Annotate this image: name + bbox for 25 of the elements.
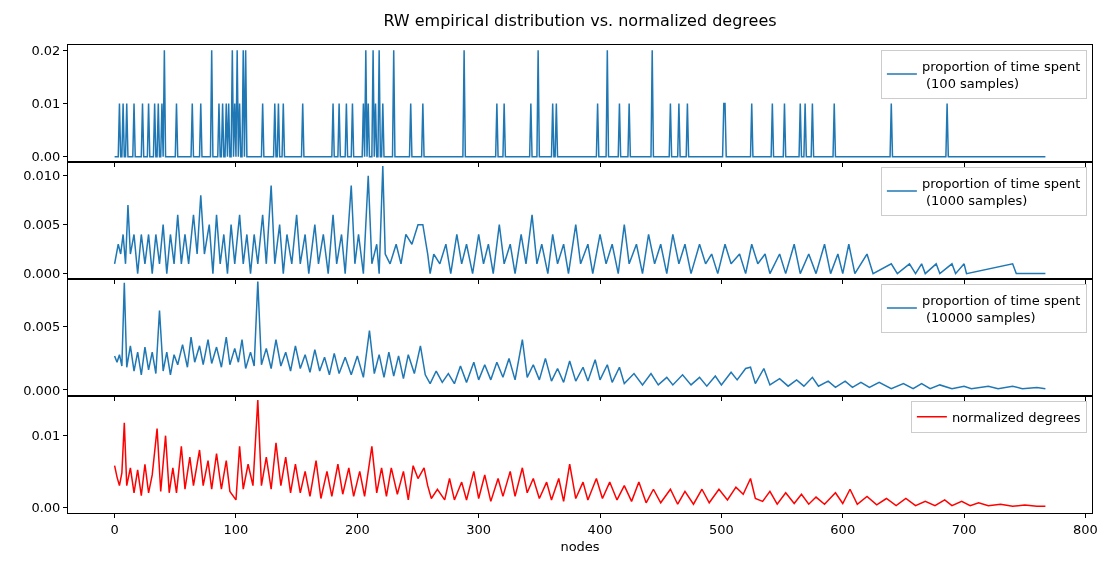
y-tick-label: 0.02 xyxy=(31,42,61,58)
legend-label: proportion of time spent (10000 samples) xyxy=(921,292,1081,325)
x-tick-label: 600 xyxy=(830,521,856,537)
y-tick-label: 0.00 xyxy=(31,149,61,165)
y-tick-label: 0.00 xyxy=(31,499,61,515)
x-tick-label: 300 xyxy=(466,521,492,537)
x-tick-label: 0 xyxy=(110,521,119,537)
y-tick-label: 0.01 xyxy=(31,428,61,444)
legend-label: proportion of time spent (1000 samples) xyxy=(921,175,1081,208)
legend-label: normalized degrees xyxy=(951,409,1081,425)
y-tick-label: 0.010 xyxy=(23,168,61,184)
x-tick-label: 500 xyxy=(708,521,734,537)
y-tick-label: 0.000 xyxy=(23,266,61,282)
x-tick-label: 200 xyxy=(344,521,370,537)
legend-label: proportion of time spent (100 samples) xyxy=(921,58,1081,91)
chart-title: RW empirical distribution vs. normalized degrees xyxy=(383,10,777,30)
x-axis-title: nodes xyxy=(560,539,600,555)
y-tick-label: 0.005 xyxy=(23,217,61,233)
y-tick-label: 0.000 xyxy=(23,382,61,398)
y-tick-label: 0.01 xyxy=(31,96,61,112)
x-tick-label: 800 xyxy=(1073,521,1098,537)
x-tick-label: 700 xyxy=(951,521,977,537)
x-tick-label: 100 xyxy=(223,521,249,537)
x-tick-label: 400 xyxy=(587,521,613,537)
y-tick-label: 0.005 xyxy=(23,319,61,335)
